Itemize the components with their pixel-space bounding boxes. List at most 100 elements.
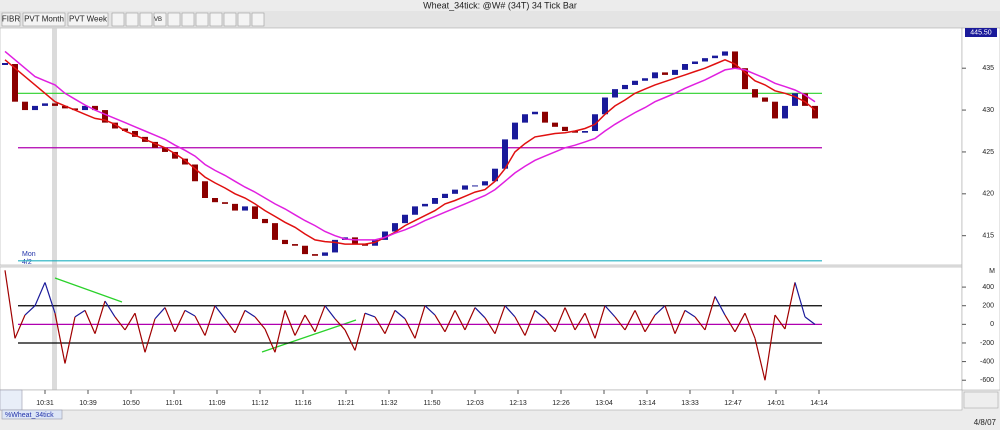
candle (562, 126, 568, 132)
icon-button[interactable] (181, 12, 195, 27)
oscillator-segment (524, 310, 536, 336)
candle (702, 58, 708, 62)
oscillator-segment (294, 314, 306, 336)
oscillator-segment (434, 314, 446, 333)
y-tick-label: 420 (982, 191, 994, 198)
y-tick-label: 0 (990, 321, 994, 328)
candle (422, 203, 428, 207)
candle (132, 131, 138, 137)
candle (262, 218, 268, 224)
candle (322, 252, 328, 256)
oscillator-segment (204, 305, 216, 336)
chart-tab[interactable] (1, 409, 63, 420)
oscillator-segment (694, 316, 706, 331)
last-price-box (965, 28, 997, 37)
candle (672, 69, 678, 75)
oscillator-segment (674, 310, 686, 334)
oscillator-segment (324, 305, 336, 320)
price-panel (0, 27, 963, 266)
icon-button[interactable] (237, 12, 251, 27)
oscillator-segment (684, 309, 696, 318)
candle (732, 51, 738, 69)
y-tick-label: -400 (980, 358, 994, 365)
icon-button[interactable] (125, 12, 139, 27)
oscillator-segment (4, 270, 16, 339)
oscillator-segment (784, 282, 796, 330)
oscillator-segment (464, 307, 476, 331)
candle (12, 64, 18, 102)
candle (612, 89, 618, 98)
oscillator-segment (734, 312, 746, 333)
icon-button[interactable] (153, 12, 167, 27)
button[interactable] (22, 12, 66, 27)
oscillator-segment (444, 310, 456, 333)
icon-button[interactable] (167, 12, 181, 27)
candle (152, 141, 158, 148)
candle (22, 101, 28, 111)
oscillator-segment (644, 314, 656, 333)
icon-button[interactable] (195, 12, 209, 27)
time-label: 12:13 (509, 400, 527, 407)
oscillator-segment (104, 300, 116, 318)
oscillator-segment (34, 282, 46, 306)
time-label: 11:50 (424, 400, 441, 407)
candle (292, 244, 298, 246)
time-label: 11:21 (338, 400, 355, 407)
time-label: 14:01 (767, 400, 785, 407)
y-tick-label: 425 (982, 149, 994, 156)
oscillator-segment (534, 309, 546, 320)
button-label: FIBR (2, 15, 20, 24)
oscillator-segment (24, 305, 36, 316)
icon-button[interactable] (139, 12, 153, 27)
oscillator-segment (334, 318, 346, 331)
candle (552, 122, 558, 127)
candle (442, 193, 448, 199)
icon-button[interactable] (209, 12, 223, 27)
oscillator-segment (394, 309, 406, 320)
button[interactable] (67, 12, 109, 27)
oscillator-segment (654, 305, 666, 316)
icon-button[interactable] (251, 12, 265, 27)
oscillator-segment (564, 307, 576, 331)
icon-button[interactable] (223, 12, 237, 27)
y-tick-label: 400 (982, 284, 994, 291)
y-tick-label: 200 (982, 303, 994, 310)
candle (632, 80, 638, 85)
candle (82, 105, 88, 111)
icon-button[interactable] (111, 12, 125, 27)
button[interactable] (1, 12, 21, 27)
oscillator-segment (804, 316, 816, 325)
window-title: Wheat_34tick: @W# (34T) 34 Tick Bar (423, 0, 577, 10)
oscillator-segment (764, 314, 776, 381)
candle (412, 206, 418, 215)
time-label: 11:12 (252, 400, 269, 407)
oscillator-segment (314, 305, 326, 333)
oscillator-segment (274, 310, 286, 353)
candle (482, 181, 488, 186)
candle (112, 122, 118, 129)
candle (182, 158, 188, 165)
last-price: 445.50 (970, 29, 992, 36)
time-label: 13:14 (638, 400, 656, 407)
y-tick-label: 430 (982, 107, 994, 114)
candle (492, 168, 498, 182)
oscillator-segment (154, 307, 166, 320)
oscillator-segment (554, 307, 566, 333)
candle (622, 84, 628, 90)
time-label: 14:14 (810, 400, 828, 407)
candle (382, 231, 388, 240)
scroll-box[interactable] (0, 389, 23, 411)
zoom-controls[interactable] (963, 391, 999, 409)
candle (312, 254, 318, 256)
oscillator-segment (794, 282, 806, 318)
candle (272, 223, 278, 240)
oscillator-segment (714, 296, 726, 316)
time-label: 10:50 (122, 400, 140, 407)
candle (502, 139, 508, 169)
candle (352, 237, 358, 245)
candle (692, 61, 698, 65)
oscillator-segment (514, 316, 526, 336)
oscillator-segment (744, 312, 756, 339)
time-label: 10:31 (36, 400, 54, 407)
